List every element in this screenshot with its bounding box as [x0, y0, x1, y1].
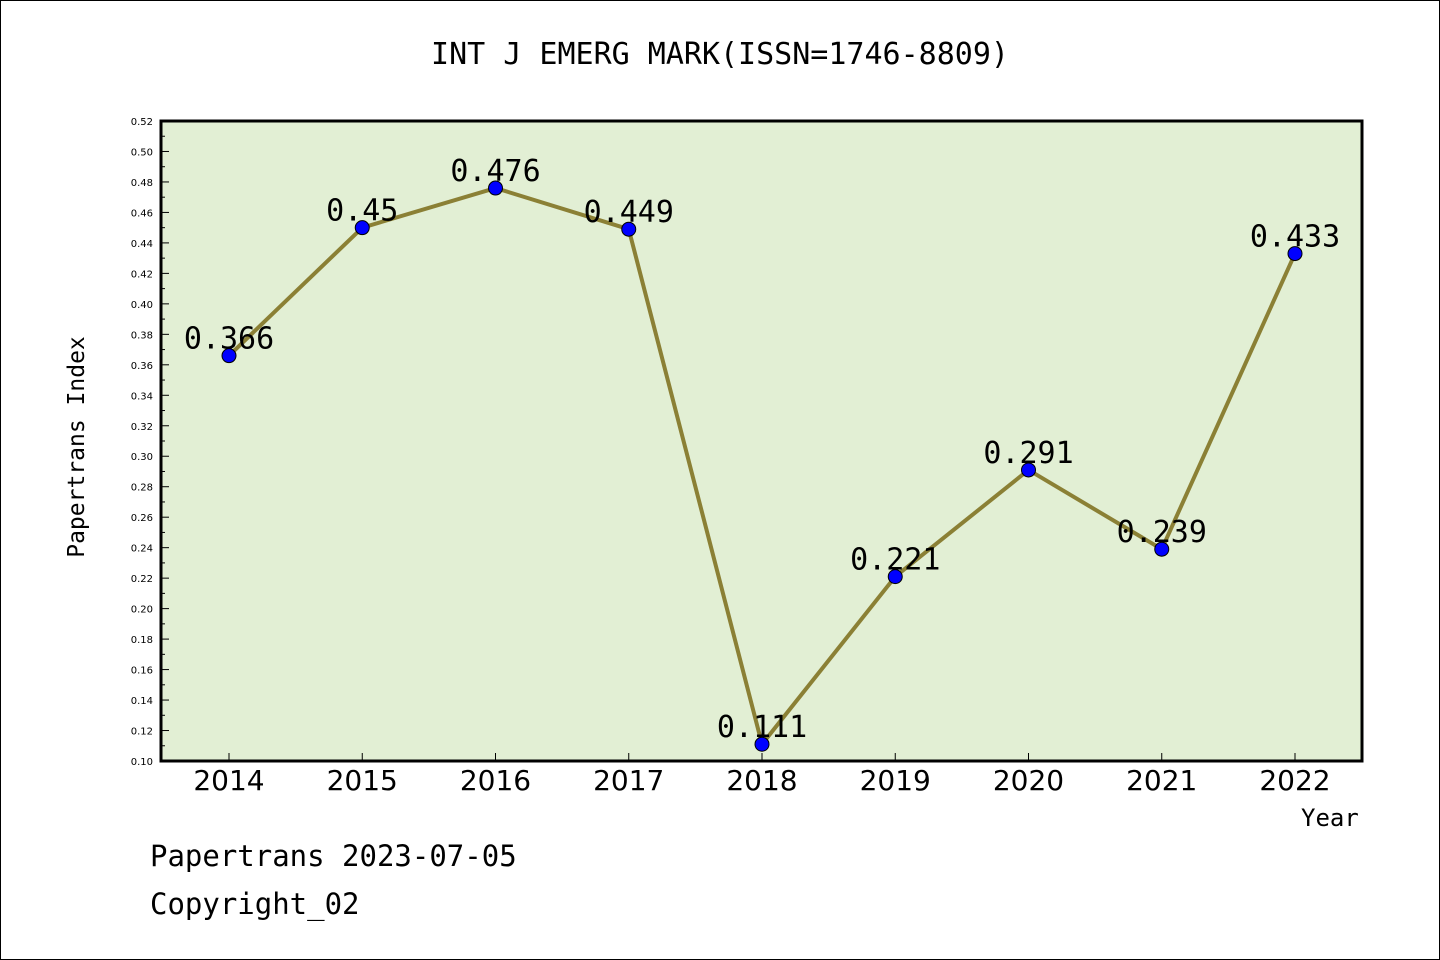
y-tick-label: 0.52	[131, 117, 153, 128]
x-axis-label: Year	[1301, 804, 1359, 832]
y-tick-label: 0.14	[131, 696, 153, 707]
y-tick-label: 0.26	[131, 513, 153, 524]
data-point	[621, 221, 637, 237]
data-point	[488, 180, 503, 196]
data-label: 0.291	[983, 436, 1073, 471]
data-label: 0.239	[1117, 515, 1207, 550]
y-tick-label: 0.32	[131, 422, 153, 433]
y-tick-label: 0.42	[131, 269, 153, 280]
x-axis: 2014 2015 2016 2017 2018 2019 2020 2021 2022	[193, 753, 1331, 797]
x-tick-label: 2021	[1126, 764, 1197, 797]
y-tick-label: 0.20	[131, 605, 153, 616]
y-tick-label: 0.40	[131, 300, 153, 311]
data-label: 0.433	[1250, 220, 1340, 255]
data-label: 0.111	[717, 710, 807, 745]
data-point	[754, 736, 770, 752]
y-tick-label: 0.28	[131, 483, 153, 494]
y-tick-label: 0.10	[131, 757, 153, 768]
y-tick-label: 0.44	[131, 239, 153, 250]
footer-copyright: Copyright_02	[150, 887, 360, 921]
data-series: 0.366 0.45 0.476 0.449 0.111 0.221 0.291 0.239 0…	[184, 154, 1340, 752]
y-tick-label: 0.30	[131, 452, 153, 463]
data-label: 0.476	[450, 154, 540, 189]
y-tick-label: 0.48	[131, 178, 153, 189]
data-point	[1154, 541, 1170, 557]
data-label: 0.221	[850, 543, 940, 578]
y-tick-label: 0.24	[131, 544, 153, 555]
x-tick-label: 2016	[460, 764, 531, 797]
chart-title: INT J EMERG MARK(ISSN=1746-8809)	[431, 37, 1009, 72]
x-tick-label: 2014	[193, 764, 264, 797]
data-point	[887, 569, 903, 585]
data-point	[1287, 246, 1303, 262]
data-point	[354, 220, 370, 236]
y-tick-label: 0.36	[131, 361, 153, 372]
data-label: 0.45	[326, 194, 398, 229]
y-tick-label: 0.16	[131, 666, 153, 677]
y-tick-label: 0.34	[131, 391, 153, 402]
x-tick-label: 2018	[726, 764, 797, 797]
data-label: 0.449	[584, 195, 674, 230]
y-tick-label: 0.46	[131, 208, 153, 219]
y-tick-label: 0.50	[131, 147, 153, 158]
data-label: 0.366	[184, 322, 274, 357]
y-tick-label: 0.12	[131, 727, 153, 738]
x-tick-label: 2022	[1259, 764, 1330, 797]
y-tick-label: 0.18	[131, 635, 153, 646]
y-tick-label: 0.38	[131, 330, 153, 341]
data-point	[221, 348, 237, 364]
x-tick-label: 2020	[993, 764, 1064, 797]
x-tick-label: 2019	[860, 764, 931, 797]
y-tick-label: 0.22	[131, 574, 153, 585]
footer-date: Papertrans 2023-07-05	[150, 839, 517, 873]
y-axis: 0.10 0.12 0.14 0.16 0.18 0.20 0.22 0.24 0.26 0.28…	[131, 117, 169, 768]
data-point	[1021, 462, 1036, 478]
x-tick-label: 2017	[593, 764, 664, 797]
x-tick-label: 2015	[327, 764, 398, 797]
